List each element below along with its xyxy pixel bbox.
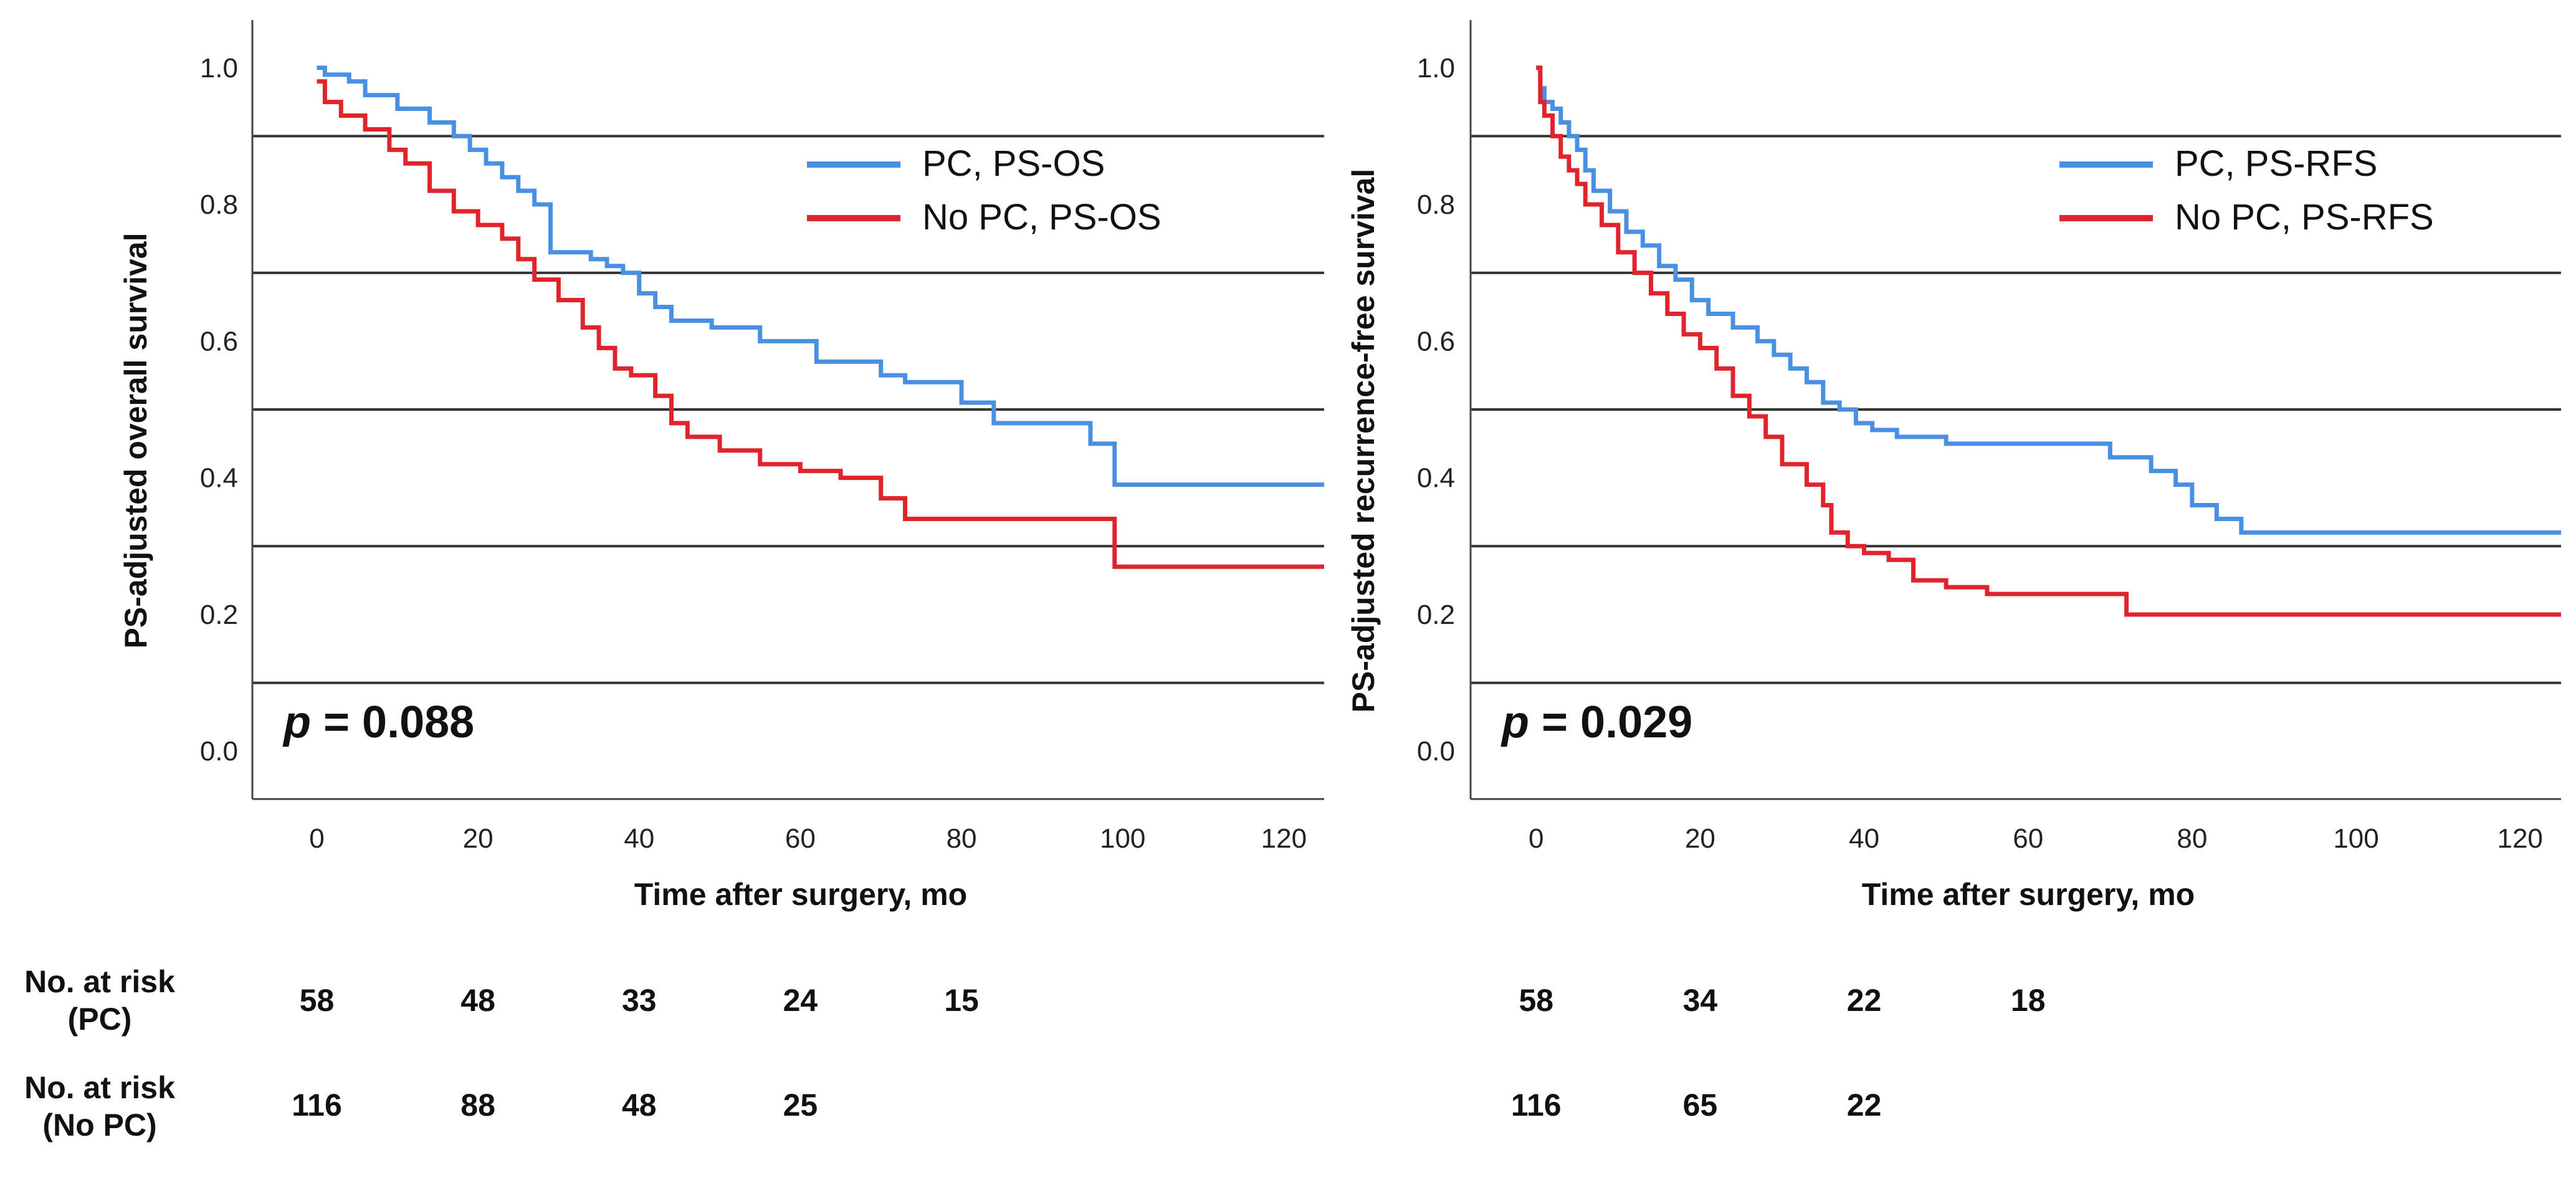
right-chart-panel: 0.0 0.2 0.4 0.6 0.8 1.0 0 20 40 60 80 100 120 Time af…	[1346, 20, 2561, 912]
at-risk-label-pc-line: (PC)	[68, 1002, 132, 1037]
p-value-text: = 0.088	[311, 697, 474, 747]
at-risk-count-no-pc: 65	[1683, 1088, 1718, 1123]
x-axis-title: Time after surgery, mo	[1862, 877, 2195, 912]
at-risk-table: No. at risk (PC)No. at risk (No PC)58 48 33 2…	[24, 964, 2045, 1142]
at-risk-label-no-pc-line: (No PC)	[42, 1108, 156, 1142]
p-value-text: = 0.029	[1529, 697, 1692, 747]
p-symbol: p	[282, 697, 311, 747]
y-tick-label: 0.8	[1417, 189, 1455, 220]
at-risk-label-no-pc: No. at risk (No PC)	[24, 1070, 175, 1142]
x-tick-label: 60	[785, 823, 816, 854]
y-tick-label: 0.2	[1417, 600, 1455, 630]
x-tick-label: 100	[1100, 823, 1145, 854]
p-value: p = 0.029	[1500, 697, 1692, 747]
series-line-no-pc	[317, 79, 1324, 569]
y-tick-label: 1.0	[1417, 53, 1455, 84]
legend-label: No PC, PS-RFS	[2175, 197, 2434, 237]
at-risk-count-no-pc: 88	[460, 1088, 495, 1123]
at-risk-count-no-pc: 116	[292, 1088, 342, 1123]
x-tick-label: 100	[2333, 823, 2378, 854]
at-risk-count-no-pc: 25	[783, 1088, 818, 1123]
series-line-no-pc	[1536, 65, 2561, 617]
at-risk-label-no-pc-line: No. at risk	[24, 1070, 175, 1105]
left-chart-panel: 0.0 0.2 0.4 0.6 0.8 1.0 0 20 40 60 80 100 120 Time af…	[118, 20, 1324, 912]
series-line-pc	[317, 65, 1324, 487]
at-risk-count-pc: 15	[944, 983, 979, 1018]
legend-label: PC, PS-RFS	[2175, 143, 2378, 184]
at-risk-count-no-pc: 48	[622, 1088, 657, 1123]
y-tick-label: 0.6	[1417, 326, 1455, 357]
y-axis-title: PS-adjusted overall survival	[118, 233, 153, 649]
p-value: p = 0.088	[282, 697, 474, 747]
y-tick-label: 0.0	[1417, 736, 1455, 767]
x-tick-label: 120	[2497, 823, 2542, 854]
y-tick-label: 0.4	[200, 463, 238, 494]
at-risk-count-pc: 24	[783, 983, 818, 1018]
x-tick-label: 0	[309, 823, 324, 854]
x-tick-label: 40	[1849, 823, 1879, 854]
at-risk-count-pc: 48	[460, 983, 495, 1018]
at-risk-count-no-pc: 116	[1511, 1088, 1562, 1123]
y-tick-label: 0.4	[1417, 463, 1455, 494]
at-risk-count-pc: 34	[1683, 983, 1718, 1018]
x-tick-label: 0	[1529, 823, 1543, 854]
x-tick-label: 40	[624, 823, 654, 854]
at-risk-label-pc-line: No. at risk	[24, 964, 175, 999]
x-axis-title: Time after surgery, mo	[634, 877, 967, 912]
y-tick-label: 0.6	[200, 326, 238, 357]
y-axis-title: PS-adjusted recurrence-free survival	[1346, 169, 1381, 713]
y-tick-label: 0.2	[200, 600, 238, 630]
x-tick-label: 20	[1685, 823, 1715, 854]
x-tick-label: 80	[2177, 823, 2207, 854]
x-tick-label: 120	[1261, 823, 1307, 854]
at-risk-count-pc: 22	[1847, 983, 1882, 1018]
at-risk-count-pc: 33	[622, 983, 657, 1018]
at-risk-label-pc: No. at risk (PC)	[24, 964, 175, 1037]
legend-label: No PC, PS-OS	[922, 197, 1162, 237]
y-tick-label: 0.8	[200, 189, 238, 220]
x-tick-label: 20	[463, 823, 494, 854]
x-tick-label: 80	[947, 823, 977, 854]
at-risk-count-no-pc: 22	[1847, 1088, 1882, 1123]
y-tick-label: 1.0	[200, 53, 238, 84]
at-risk-count-pc: 58	[1519, 983, 1553, 1018]
at-risk-count-pc: 18	[2011, 983, 2046, 1018]
y-tick-label: 0.0	[200, 736, 238, 767]
legend-label: PC, PS-OS	[922, 143, 1105, 184]
p-symbol: p	[1500, 697, 1529, 747]
at-risk-count-pc: 58	[300, 983, 335, 1018]
series-line-pc	[1536, 65, 2561, 535]
x-tick-label: 60	[2013, 823, 2043, 854]
